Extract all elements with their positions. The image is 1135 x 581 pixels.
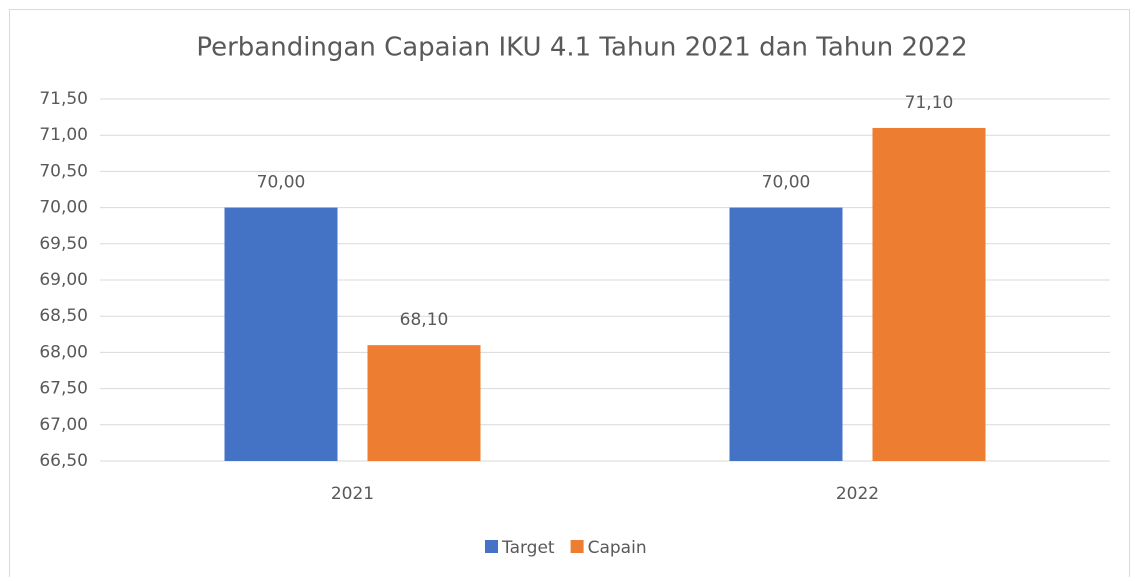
legend-label: Capain <box>588 538 647 558</box>
y-tick-label: 67,00 <box>39 415 88 435</box>
bar <box>872 127 986 462</box>
chart-title: Perbandingan Capaian IKU 4.1 Tahun 2021 … <box>196 33 967 63</box>
y-tick-label: 68,00 <box>39 342 88 362</box>
y-tick-label: 68,50 <box>39 306 88 326</box>
bar <box>224 207 338 461</box>
x-tick-label: 2022 <box>836 484 879 504</box>
legend-label: Target <box>501 538 555 558</box>
y-tick-label: 71,50 <box>39 89 88 109</box>
data-label: 68,10 <box>400 310 449 330</box>
legend-swatch <box>570 540 584 553</box>
y-tick-label: 69,50 <box>39 234 88 254</box>
bar <box>367 345 481 461</box>
data-label: 70,00 <box>257 173 306 193</box>
y-tick-label: 71,00 <box>39 125 88 145</box>
y-tick-label: 67,50 <box>39 379 88 399</box>
y-tick-label: 70,00 <box>39 198 88 218</box>
bar <box>729 207 843 461</box>
y-tick-label: 66,50 <box>39 451 88 471</box>
legend-swatch <box>485 540 498 553</box>
data-label: 71,10 <box>905 93 954 113</box>
y-tick-label: 69,00 <box>39 270 88 290</box>
y-tick-label: 70,50 <box>39 161 88 181</box>
data-label: 70,00 <box>762 173 811 193</box>
x-tick-label: 2021 <box>331 484 374 504</box>
